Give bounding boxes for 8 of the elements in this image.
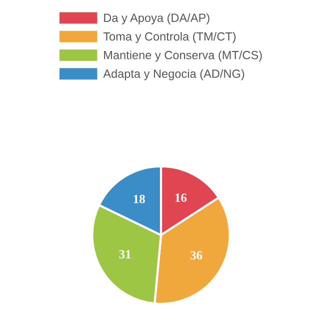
data-label: 36 [190, 251, 202, 260]
legend-label: Da y Apoya (DA/AP) [104, 13, 210, 24]
data-label: 16 [175, 194, 187, 202]
legend-label: Adapta y Negocia (AD/NG) [103, 69, 244, 80]
data-label: 18 [134, 194, 145, 204]
legend-label: Toma y Controla (TM/CT) [103, 32, 236, 43]
data-label: 31 [119, 250, 131, 258]
legend-label: Mantiene y Conserva (MT/CS) [104, 50, 262, 62]
